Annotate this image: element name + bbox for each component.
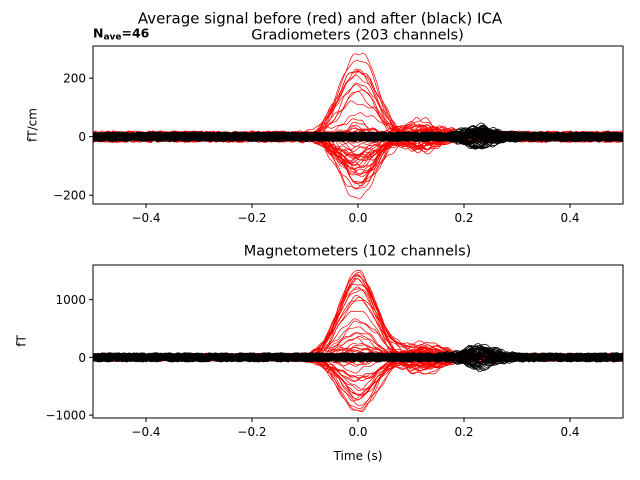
magnetometers-xtick-label: 0.2 [454,425,473,439]
nave-subscript: ave [103,33,121,43]
magnetometers-axes-frame [92,264,624,419]
magnetometers-xtick-label: −0.4 [131,425,160,439]
magnetometers-ylabel: fT [15,335,29,347]
gradiometers-ticks: −0.4 −0.2 0.0 0.2 0.4 −200 0 200 [53,72,580,225]
gradiometers-ytick-label: −200 [53,189,86,203]
gradiometers-panel: Gradiometers (203 channels) fT/cm −0.4 −0… [26,28,624,225]
nave-label: Nave=46 [93,26,150,43]
gradiometers-ylabel: fT/cm [26,108,40,142]
magnetometers-xtick-label: 0.0 [348,425,367,439]
magnetometers-ytick-label: −1000 [45,409,86,423]
gradiometers-xtick-label: −0.4 [131,211,160,225]
magnetometers-ticks: −0.4 −0.2 0.0 0.2 0.4 −1000 0 1000 [45,293,579,439]
magnetometers-plot-area [93,270,623,412]
gradiometers-plot-area [93,52,623,200]
magnetometers-after-channel-trace [93,345,623,363]
magnetometers-xlabel: Time (s) [333,449,383,463]
magnetometers-ytick-label: 1000 [55,293,86,307]
magnetometers-series-after [93,343,623,372]
gradiometers-ytick-label: 200 [63,72,86,86]
magnetometers-after-channel-trace [93,345,623,363]
gradiometers-title: Gradiometers (203 channels) [251,28,464,44]
gradiometers-axes-frame [92,45,624,205]
magnetometers-after-channel-trace [93,349,623,363]
gradiometers-xtick-label: 0.4 [560,211,579,225]
magnetometers-ytick-label: 0 [78,351,86,365]
gradiometers-series-after [93,122,623,150]
gradiometers-after-channel-trace [93,125,623,142]
magnetometers-xtick-label: 0.4 [560,425,579,439]
gradiometers-xtick-label: 0.0 [348,211,367,225]
gradiometers-xtick-label: −0.2 [237,211,266,225]
figure-title: Average signal before (red) and after (b… [138,10,503,28]
gradiometers-after-channel-trace [93,130,623,142]
nave-prefix: N [93,26,103,41]
magnetometers-title: Magnetometers (102 channels) [244,244,472,260]
magnetometers-panel: Magnetometers (102 channels) fT −0.4 −0.2… [15,244,624,463]
magnetometers-xtick-label: −0.2 [237,425,266,439]
nave-value: =46 [122,26,150,41]
gradiometers-xtick-label: 0.2 [454,211,473,225]
magnetometers-after-channel-trace [93,352,623,363]
gradiometers-ytick-label: 0 [78,130,86,144]
